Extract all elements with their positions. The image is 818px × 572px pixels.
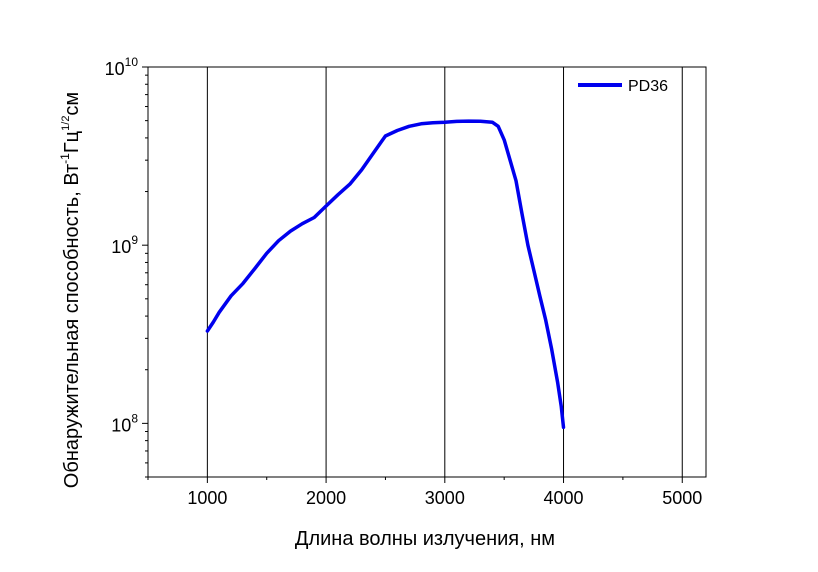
legend: PD36 (578, 78, 668, 95)
series-line-pd36 (205, 119, 566, 430)
x-tick-label: 2000 (306, 488, 346, 508)
legend-label-pd36: PD36 (628, 78, 668, 95)
plot-area (147, 66, 707, 478)
y-axis-label-sup1: -1 (58, 153, 72, 164)
x-tick-label: 5000 (662, 488, 702, 508)
x-tick-label: 4000 (544, 488, 584, 508)
y-axis-label-end: см (61, 92, 83, 116)
y-axis-label: Обнаружительная способность, Вт-1Гц1/2см (58, 92, 83, 488)
grid (206, 67, 683, 477)
x-tick-label: 3000 (425, 488, 465, 508)
x-tick-label: 1000 (187, 488, 227, 508)
y-axis: 108 109 1010 (105, 55, 148, 478)
x-axis: 1000 2000 3000 4000 5000 (147, 477, 702, 508)
y-tick-label: 1010 (105, 55, 139, 79)
y-axis-label-main: Обнаружительная способность, Вт (61, 164, 83, 488)
x-axis-label: Длина волны излучения, нм (295, 528, 555, 550)
y-tick-label: 109 (111, 233, 138, 257)
series-group (205, 119, 566, 430)
y-axis-label-sup2: 1/2 (60, 116, 72, 131)
y-axis-label-mid: Гц (61, 131, 83, 153)
y-tick-label: 108 (111, 411, 138, 435)
